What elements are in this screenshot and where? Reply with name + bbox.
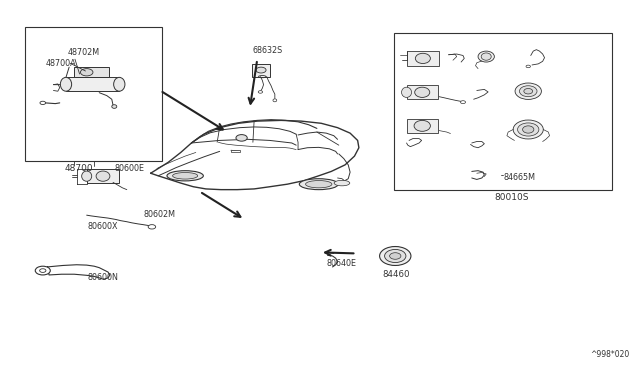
Ellipse shape bbox=[520, 86, 537, 97]
Bar bbox=[406, 51, 439, 66]
Bar bbox=[66, 77, 119, 91]
Ellipse shape bbox=[96, 171, 110, 181]
Ellipse shape bbox=[114, 77, 125, 91]
Ellipse shape bbox=[236, 135, 247, 141]
Text: 80600N: 80600N bbox=[88, 273, 119, 282]
Text: 80010S: 80010S bbox=[494, 193, 529, 202]
Ellipse shape bbox=[256, 67, 266, 73]
Ellipse shape bbox=[385, 250, 406, 263]
Ellipse shape bbox=[305, 180, 332, 188]
Ellipse shape bbox=[513, 120, 543, 139]
Bar bbox=[86, 169, 119, 183]
Ellipse shape bbox=[300, 179, 338, 190]
Ellipse shape bbox=[35, 266, 51, 275]
Ellipse shape bbox=[401, 87, 412, 97]
Text: 84665M: 84665M bbox=[503, 173, 535, 183]
Ellipse shape bbox=[273, 99, 276, 102]
Text: 80602M: 80602M bbox=[143, 210, 175, 219]
Ellipse shape bbox=[81, 68, 93, 76]
Ellipse shape bbox=[518, 123, 539, 136]
Bar bbox=[231, 150, 240, 152]
Ellipse shape bbox=[414, 121, 430, 131]
Text: 84460: 84460 bbox=[383, 270, 410, 279]
Ellipse shape bbox=[415, 53, 430, 64]
Bar bbox=[381, 255, 409, 259]
Ellipse shape bbox=[173, 173, 198, 179]
Ellipse shape bbox=[40, 101, 45, 105]
Ellipse shape bbox=[478, 51, 494, 62]
Bar bbox=[74, 67, 109, 77]
Ellipse shape bbox=[523, 126, 534, 133]
Ellipse shape bbox=[167, 171, 204, 181]
Ellipse shape bbox=[380, 247, 411, 266]
Bar bbox=[25, 27, 162, 161]
Text: 48700A: 48700A bbox=[45, 60, 76, 68]
Ellipse shape bbox=[60, 77, 72, 91]
Ellipse shape bbox=[82, 171, 92, 181]
Text: 80600E: 80600E bbox=[115, 164, 144, 173]
Text: 48702M: 48702M bbox=[68, 48, 100, 57]
Bar bbox=[394, 33, 612, 190]
Ellipse shape bbox=[515, 83, 541, 99]
Ellipse shape bbox=[524, 89, 532, 94]
Ellipse shape bbox=[390, 253, 401, 259]
Text: 80640E: 80640E bbox=[326, 259, 356, 268]
Ellipse shape bbox=[415, 87, 430, 97]
Text: 80600X: 80600X bbox=[88, 222, 118, 231]
Ellipse shape bbox=[526, 65, 531, 68]
Text: ^998*020: ^998*020 bbox=[589, 350, 629, 359]
Bar bbox=[406, 86, 438, 99]
Ellipse shape bbox=[258, 91, 262, 93]
Bar bbox=[406, 119, 438, 133]
Ellipse shape bbox=[40, 269, 46, 272]
Ellipse shape bbox=[148, 225, 156, 229]
Text: 68632S: 68632S bbox=[252, 46, 282, 55]
Ellipse shape bbox=[334, 180, 350, 186]
Text: 48700: 48700 bbox=[64, 164, 93, 173]
Bar bbox=[252, 64, 270, 77]
Ellipse shape bbox=[481, 53, 492, 60]
Ellipse shape bbox=[461, 101, 465, 104]
Ellipse shape bbox=[112, 105, 116, 108]
